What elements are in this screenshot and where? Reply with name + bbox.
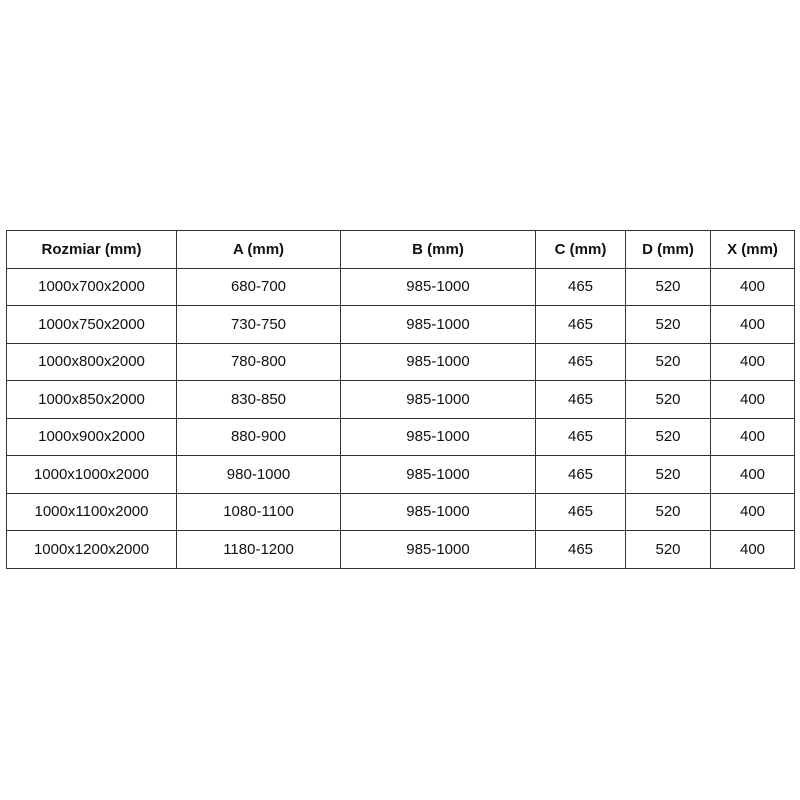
table-cell: 1000x900x2000 xyxy=(6,417,177,456)
table-cell: 400 xyxy=(710,305,795,344)
table-cell: 520 xyxy=(625,530,711,569)
table-cell: 400 xyxy=(710,530,795,569)
table-cell: 465 xyxy=(535,380,626,419)
table-cell: 520 xyxy=(625,267,711,306)
column-header: D (mm) xyxy=(625,230,711,269)
table-cell: 465 xyxy=(535,492,626,531)
table-cell: 400 xyxy=(710,342,795,381)
table-cell: 1180-1200 xyxy=(176,530,341,569)
column-header: X (mm) xyxy=(710,230,795,269)
table-cell: 400 xyxy=(710,417,795,456)
table-row: 1000x850x2000 830-850 985-1000 465 520 400 xyxy=(6,380,795,419)
table-cell: 1000x800x2000 xyxy=(6,342,177,381)
table-cell: 880-900 xyxy=(176,417,341,456)
table-cell: 520 xyxy=(625,492,711,531)
table-cell: 830-850 xyxy=(176,380,341,419)
table-cell: 780-800 xyxy=(176,342,341,381)
table-cell: 520 xyxy=(625,417,711,456)
table-cell: 985-1000 xyxy=(340,305,536,344)
table-cell: 980-1000 xyxy=(176,455,341,494)
table-cell: 465 xyxy=(535,417,626,456)
column-header: A (mm) xyxy=(176,230,341,269)
table-cell: 1000x850x2000 xyxy=(6,380,177,419)
column-header: Rozmiar (mm) xyxy=(6,230,177,269)
table-cell: 985-1000 xyxy=(340,267,536,306)
table-cell: 400 xyxy=(710,455,795,494)
table-cell: 985-1000 xyxy=(340,530,536,569)
table-cell: 400 xyxy=(710,492,795,531)
table-cell: 680-700 xyxy=(176,267,341,306)
table-cell: 465 xyxy=(535,342,626,381)
table-row: 1000x900x2000 880-900 985-1000 465 520 400 xyxy=(6,417,795,456)
table-row: 1000x700x2000 680-700 985-1000 465 520 400 xyxy=(6,267,795,306)
table-cell: 1080-1100 xyxy=(176,492,341,531)
table-cell: 1000x700x2000 xyxy=(6,267,177,306)
column-header: C (mm) xyxy=(535,230,626,269)
table-cell: 520 xyxy=(625,342,711,381)
table-cell: 465 xyxy=(535,267,626,306)
table-cell: 520 xyxy=(625,380,711,419)
column-header: B (mm) xyxy=(340,230,536,269)
table-cell: 520 xyxy=(625,305,711,344)
table-cell: 1000x750x2000 xyxy=(6,305,177,344)
table-cell: 400 xyxy=(710,380,795,419)
table-cell: 1000x1000x2000 xyxy=(6,455,177,494)
table-cell: 985-1000 xyxy=(340,342,536,381)
table-cell: 465 xyxy=(535,305,626,344)
table-cell: 985-1000 xyxy=(340,492,536,531)
table-cell: 520 xyxy=(625,455,711,494)
table-cell: 400 xyxy=(710,267,795,306)
table-cell: 730-750 xyxy=(176,305,341,344)
header-row: Rozmiar (mm) A (mm) B (mm) C (mm) D (mm) X (m… xyxy=(6,230,795,269)
table-cell: 465 xyxy=(535,530,626,569)
dimensions-table: Rozmiar (mm) A (mm) B (mm) C (mm) D (mm) X (m… xyxy=(6,230,795,569)
table-row: 1000x1000x2000 980-1000 985-1000 465 520 400 xyxy=(6,455,795,494)
table-row: 1000x1200x2000 1180-1200 985-1000 465 520 400 xyxy=(6,530,795,569)
table-row: 1000x750x2000 730-750 985-1000 465 520 400 xyxy=(6,305,795,344)
table-cell: 985-1000 xyxy=(340,455,536,494)
table-cell: 985-1000 xyxy=(340,417,536,456)
table-cell: 1000x1200x2000 xyxy=(6,530,177,569)
table-row: 1000x1100x2000 1080-1100 985-1000 465 520 400 xyxy=(6,492,795,531)
table-cell: 1000x1100x2000 xyxy=(6,492,177,531)
table-row: 1000x800x2000 780-800 985-1000 465 520 400 xyxy=(6,342,795,381)
table-cell: 985-1000 xyxy=(340,380,536,419)
table-cell: 465 xyxy=(535,455,626,494)
